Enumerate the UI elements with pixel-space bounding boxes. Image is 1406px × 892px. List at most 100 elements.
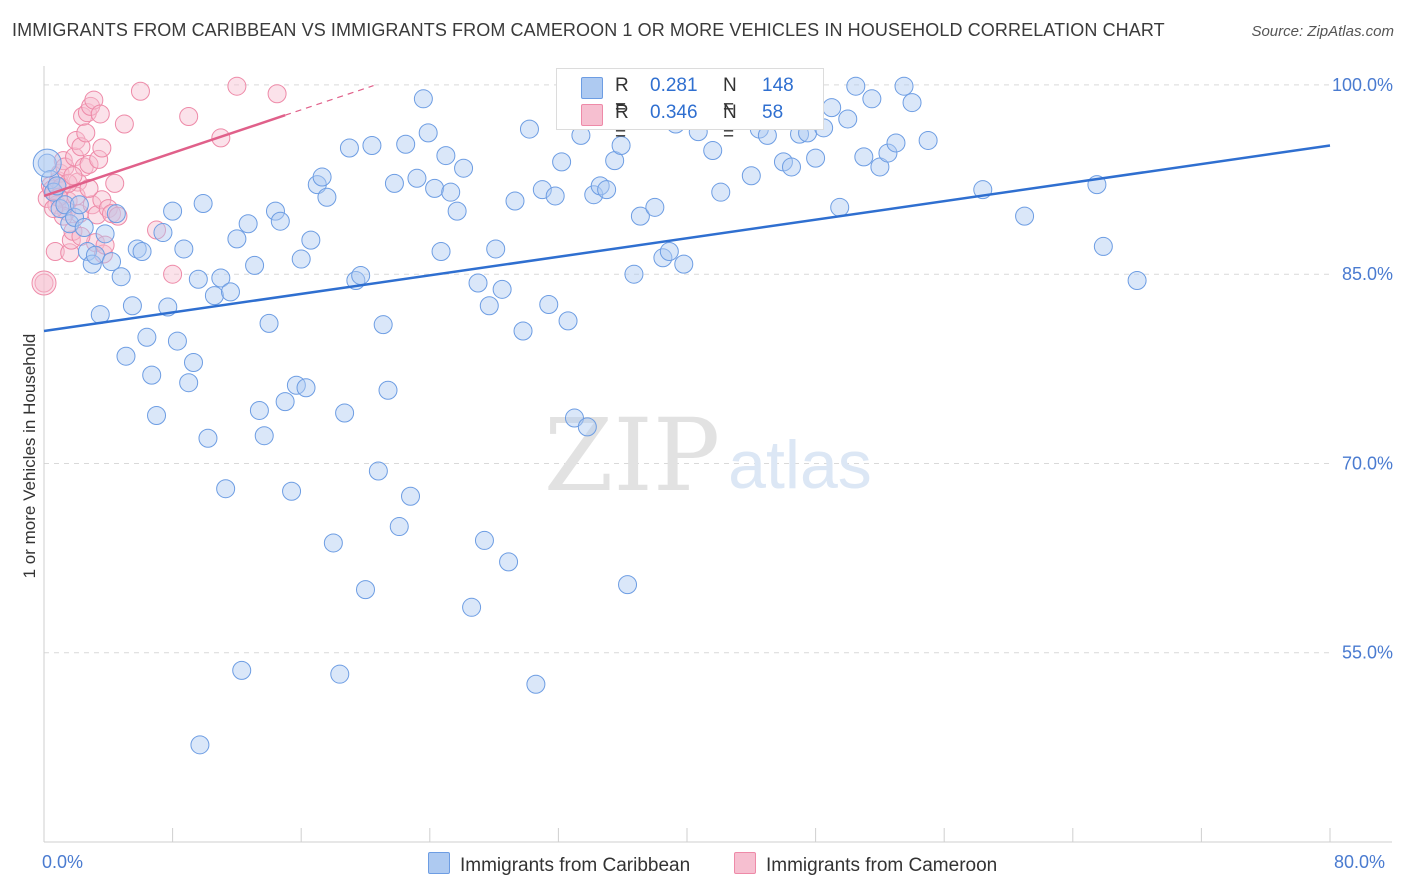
caribbean-point [254,426,274,446]
caribbean-point [597,180,617,200]
caribbean-point [645,197,665,217]
caribbean-point [317,187,337,207]
grid-lines [44,84,1330,654]
caribbean-point [441,182,461,202]
caribbean-point [401,486,421,506]
trend-line-caribbean [43,144,1331,333]
y-tick-label: 55.0% [1342,643,1393,663]
chart-source: Source: ZipAtlas.com [1251,23,1394,40]
caribbean-point [95,224,115,244]
caribbean-point [577,417,597,437]
caribbean-point [539,294,559,314]
trend-line-cameroon [43,114,286,198]
caribbean-point [447,201,467,221]
caribbean-point [492,279,512,299]
caribbean-point [116,346,136,366]
cameroon-point [63,166,83,186]
cameroon-point [130,81,150,101]
caribbean-point [249,400,269,420]
caribbean-point [659,241,679,261]
caribbean-point [106,204,126,224]
caribbean-point [85,245,105,265]
caribbean-point [132,241,152,261]
caribbean-point [204,286,224,306]
caribbean-point [711,182,731,202]
caribbean-point [519,119,539,139]
caribbean-point [590,176,610,196]
watermark-zip: ZIP [544,397,720,514]
caribbean-point [624,264,644,284]
caribbean-point [312,167,332,187]
caribbean-point [232,660,252,680]
caribbean-point [552,152,572,172]
y-tick-labels: 55.0% 70.0% 85.0% 100.0% [1332,75,1393,663]
bottom-legend-swatch-pink [734,852,756,874]
cameroon-point [45,241,65,261]
caribbean-point [384,173,404,193]
legend-n-value: 58 [762,102,784,123]
cameroon-point [87,205,107,225]
caribbean-point [122,296,142,316]
trend-lines [43,85,1331,333]
caribbean-point [167,331,187,351]
cameroon-point [34,273,54,293]
caribbean-point [111,267,131,287]
caribbean-point [265,201,285,221]
caribbean-point [862,89,882,109]
caribbean-point [396,134,416,154]
caribbean-point [291,249,311,269]
legend-r-label: R = [615,102,629,145]
caribbean-point [674,254,694,274]
caribbean-point [436,146,456,166]
caribbean-point [368,461,388,481]
caribbean-point [822,98,842,118]
cameroon-point [79,154,99,174]
bottom-legend-label-cameroon: Immigrants from Cameroon [766,855,998,876]
cameroon-point [267,84,287,104]
caribbean-point [270,211,290,231]
caribbean-point [630,206,650,226]
chart-title: IMMIGRANTS FROM CARIBBEAN VS IMMIGRANTS … [12,20,1165,40]
caribbean-point [351,265,371,285]
cameroon-point [76,123,96,143]
caribbean-point [418,123,438,143]
caribbean-point [238,214,258,234]
caribbean-point [335,403,355,423]
caribbean-point [356,580,375,600]
caribbean-point [220,282,240,302]
legend-n-label: N = [723,75,737,118]
caribbean-point [65,207,85,227]
cameroon-point [179,106,199,126]
caribbean-point [878,143,898,163]
caribbean-point [245,255,265,275]
caribbean-point [339,138,359,158]
caribbean-point [846,76,866,96]
cameroon-point [44,199,64,219]
x-tick-label-min: 0.0% [42,852,84,872]
caribbean-point [894,76,914,96]
bottom-legend-caribbean: Immigrants from Caribbean [428,852,690,877]
caribbean-point [479,296,499,316]
caribbean-point [142,365,162,385]
caribbean-point [618,575,638,595]
caribbean-point [301,230,321,250]
caribbean-point [918,130,938,150]
caribbean-point [505,191,525,211]
y-tick-label: 85.0% [1342,264,1393,284]
caribbean-point [127,239,147,259]
caribbean-point [275,392,295,412]
cameroon-point [163,264,183,284]
caribbean-point [1127,271,1147,291]
caribbean-point [499,552,519,572]
caribbean-point [282,481,302,501]
legend-n-value: 148 [762,75,794,96]
caribbean-point [259,313,279,333]
caribbean-point [407,168,427,188]
caribbean-point [611,135,631,155]
caribbean-point [462,597,482,617]
caribbean-point [558,311,578,331]
caribbean-point [513,321,533,341]
cameroon-point [105,173,125,193]
caribbean-point [806,148,826,168]
